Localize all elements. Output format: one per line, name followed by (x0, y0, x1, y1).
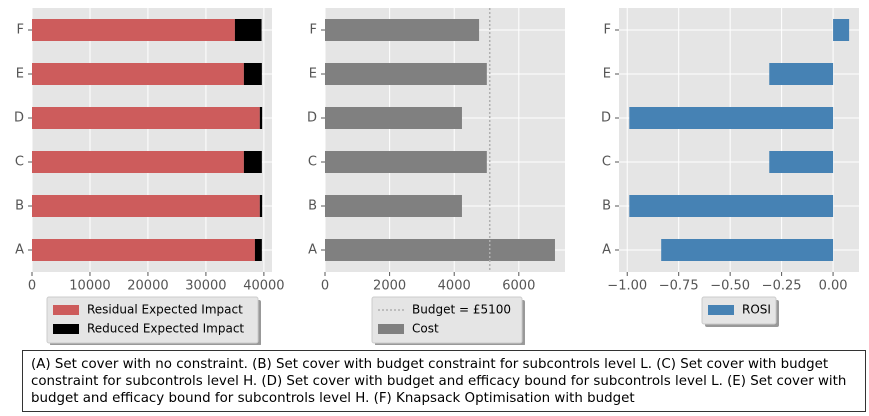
x-tick-label: 4000 (438, 279, 471, 294)
plot-area (32, 8, 272, 272)
y-tick-label: A (308, 243, 317, 258)
y-tick-label: B (15, 199, 24, 214)
bar (325, 151, 487, 173)
legend-swatch (53, 324, 79, 334)
legend-label: Residual Expected Impact (87, 303, 243, 317)
bar (661, 239, 834, 261)
bar (629, 107, 834, 129)
y-tick-label: E (309, 67, 317, 82)
y-tick-label: C (602, 155, 611, 170)
bar (243, 151, 262, 173)
bar (234, 19, 262, 41)
bar (629, 195, 834, 217)
y-tick-label: D (14, 111, 24, 126)
legend (46, 296, 259, 344)
legend-label: Reduced Expected Impact (87, 322, 244, 336)
bar (32, 195, 260, 217)
bar (32, 63, 244, 85)
caption: (A) Set cover with no constraint. (B) Se… (22, 350, 866, 412)
plot-area (619, 8, 859, 272)
x-tick-label: 2000 (373, 279, 406, 294)
y-tick-label: A (15, 243, 24, 258)
x-tick-label: −0.75 (659, 279, 699, 294)
bar (325, 63, 487, 85)
y-tick-label: F (310, 23, 317, 38)
y-tick-label: F (604, 23, 611, 38)
legend-swatch (708, 305, 734, 315)
bar (259, 107, 263, 129)
legend-swatch (378, 324, 404, 334)
legend-label: Budget = £5100 (412, 303, 511, 317)
x-tick-label: 0 (28, 279, 36, 294)
bar (325, 195, 462, 217)
x-tick-label: 20000 (127, 279, 168, 294)
bar (32, 151, 244, 173)
y-tick-label: C (15, 155, 24, 170)
plot-area (325, 8, 565, 272)
y-tick-label: C (308, 155, 317, 170)
x-tick-label: −1.00 (607, 279, 647, 294)
legend (371, 296, 523, 344)
bar (32, 19, 235, 41)
y-tick-label: D (307, 111, 317, 126)
y-tick-label: F (17, 23, 24, 38)
y-tick-label: B (602, 199, 611, 214)
bar (32, 107, 260, 129)
bar (769, 151, 834, 173)
y-tick-label: B (308, 199, 317, 214)
bar (325, 239, 555, 261)
x-tick-label: 0.00 (819, 279, 848, 294)
bar (325, 107, 462, 129)
x-tick-label: 6000 (502, 279, 535, 294)
legend-label: ROSI (742, 303, 771, 317)
x-tick-label: −0.50 (710, 279, 750, 294)
legend-swatch (53, 305, 79, 315)
y-tick-label: E (603, 67, 611, 82)
x-tick-label: −0.25 (762, 279, 802, 294)
y-tick-label: D (601, 111, 611, 126)
bar (254, 239, 262, 261)
x-tick-label: 30000 (185, 279, 226, 294)
legend-label: Cost (412, 322, 439, 336)
x-tick-label: 0 (321, 279, 329, 294)
x-tick-label: 10000 (69, 279, 110, 294)
bar (32, 239, 255, 261)
bar (325, 19, 480, 41)
y-tick-label: E (16, 67, 24, 82)
bar (259, 195, 263, 217)
bar (769, 63, 834, 85)
y-tick-label: A (602, 243, 611, 258)
bar (833, 19, 850, 41)
bar (243, 63, 262, 85)
x-tick-label: 40000 (243, 279, 284, 294)
legend (701, 296, 777, 325)
